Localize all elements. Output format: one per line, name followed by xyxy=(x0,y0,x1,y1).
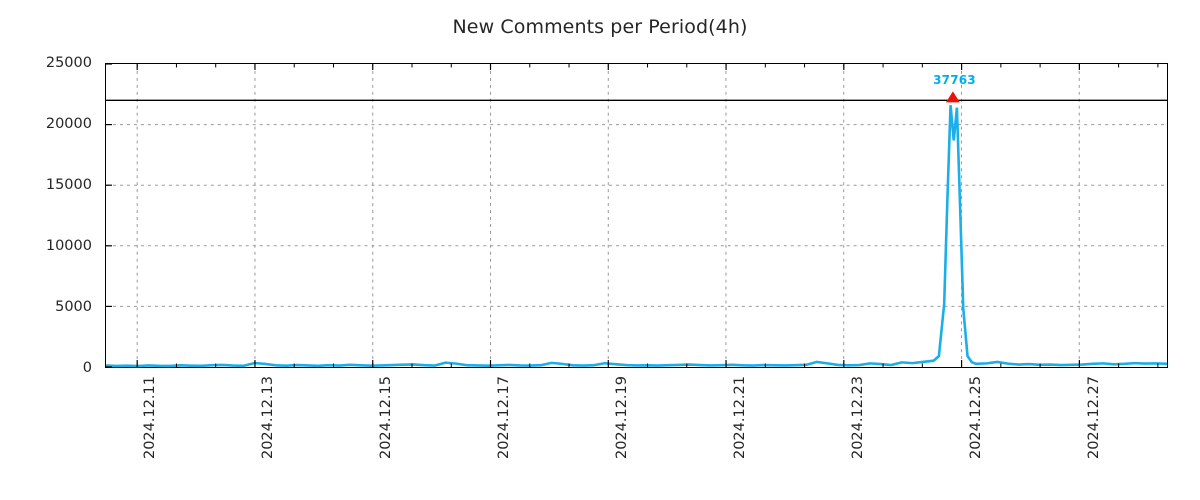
x-tick-label: 2024.12.25 xyxy=(968,376,985,460)
x-tick-label: 2024.12.13 xyxy=(260,376,277,460)
y-tick-label: 15000 xyxy=(45,177,92,193)
x-tick-label: 2024.12.27 xyxy=(1086,376,1103,460)
y-tick-label: 20000 xyxy=(45,116,92,132)
data-series-line xyxy=(105,91,1168,368)
peak-value-annotation: 37763 xyxy=(933,72,976,87)
y-tick-label: 0 xyxy=(82,360,92,376)
y-tick-label: 5000 xyxy=(55,299,92,315)
x-tick-label: 2024.12.23 xyxy=(850,376,867,460)
x-tick-label: 2024.12.17 xyxy=(496,376,513,460)
y-tick-label: 25000 xyxy=(45,55,92,71)
grid-layer xyxy=(106,64,1167,367)
axis-tick-marks xyxy=(106,63,1159,368)
x-tick-label: 2024.12.21 xyxy=(732,376,749,460)
x-tick-label: 2024.12.15 xyxy=(378,376,395,460)
chart-title: New Comments per Period(4h) xyxy=(452,16,748,38)
y-axis: 0 5000 10000 15000 20000 25000 xyxy=(0,55,100,376)
y-tick-label: 10000 xyxy=(45,238,92,254)
x-tick-label: 2024.12.11 xyxy=(142,376,159,460)
triangle-up-marker xyxy=(945,91,960,103)
x-tick-label: 2024.12.19 xyxy=(614,376,631,460)
plot-area: 37763 xyxy=(105,63,1168,368)
x-axis: 2024.12.11 2024.12.13 2024.12.15 2024.12.17… xyxy=(105,368,1168,498)
